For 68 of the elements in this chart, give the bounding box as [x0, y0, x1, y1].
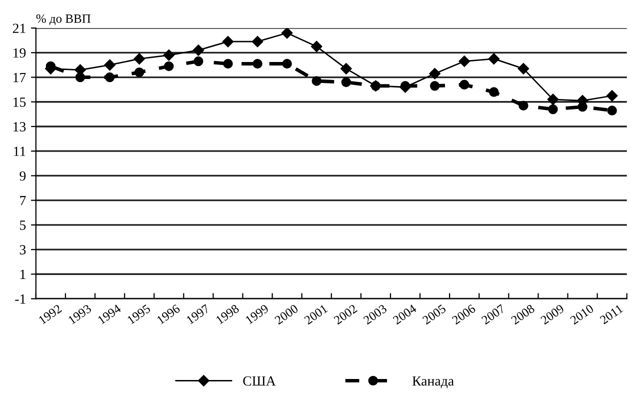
x-tick-label: 1994: [97, 304, 122, 324]
y-tick-label: 21: [12, 24, 26, 33]
point: [458, 56, 470, 67]
point: [282, 58, 292, 69]
point: [223, 58, 233, 69]
point: [252, 36, 264, 48]
x-tick-label: 1996: [156, 304, 181, 324]
x-tick-label: 2011: [599, 304, 624, 324]
y-tick-label: 19: [14, 48, 26, 58]
point: [192, 44, 204, 56]
y-axis-title: % до ВВП: [36, 14, 91, 26]
point: [252, 58, 262, 69]
x-tick-label: 1997: [186, 304, 210, 324]
point: [400, 81, 410, 91]
y-tick-label: 1: [20, 270, 26, 279]
point: [222, 36, 234, 48]
legend-label: США: [243, 376, 276, 386]
point: [340, 63, 352, 74]
x-tick-label: 2003: [362, 304, 388, 325]
point: [459, 80, 470, 90]
y-tick-label: 9: [20, 171, 26, 181]
point: [489, 87, 499, 97]
point: [281, 28, 293, 39]
point: [312, 76, 322, 86]
legend-label: Канада: [412, 376, 454, 388]
x-tick-label: 2009: [540, 304, 565, 325]
x-tick-label: 2005: [422, 304, 446, 325]
y-tick-label: 15: [14, 98, 26, 107]
point: [341, 77, 352, 88]
x-tick-label: 2006: [452, 304, 476, 325]
y-tick-label: -1: [15, 294, 26, 304]
point: [430, 81, 440, 91]
y-tick-label: 3: [20, 245, 26, 254]
point: [547, 94, 559, 106]
x-tick-label: 2002: [333, 304, 358, 325]
point: [606, 90, 618, 102]
x-tick-label: 1999: [245, 304, 270, 324]
point: [134, 68, 144, 78]
point: [134, 53, 145, 64]
point: [311, 40, 322, 52]
point: [578, 102, 588, 112]
x-tick-label: 1992: [38, 304, 62, 324]
y-tick-label: 7: [20, 196, 26, 206]
x-tick-label: 2010: [570, 304, 594, 325]
y-tick-label: 17: [14, 72, 26, 82]
point: [518, 100, 528, 110]
x-tick-label: 2007: [481, 304, 506, 325]
point: [104, 72, 115, 82]
point: [518, 63, 530, 74]
x-tick-label: 2001: [304, 304, 328, 325]
point: [548, 104, 558, 114]
point: [75, 72, 86, 82]
x-tick-label: 1998: [216, 304, 240, 324]
point: [488, 53, 500, 64]
x-tick-label: 2008: [510, 304, 536, 325]
point: [607, 106, 617, 116]
x-tick-label: 2000: [274, 304, 299, 325]
x-tick-label: 1993: [68, 304, 92, 324]
x-tick-label: 1995: [126, 304, 151, 324]
point: [104, 59, 116, 71]
y-tick-label: 11: [14, 146, 26, 156]
point: [163, 50, 174, 61]
y-tick-label: 5: [20, 220, 26, 230]
point: [429, 68, 440, 80]
point: [164, 61, 174, 72]
x-tick-label: 2004: [392, 304, 418, 325]
point: [194, 56, 204, 66]
y-tick-label: 13: [14, 122, 26, 132]
